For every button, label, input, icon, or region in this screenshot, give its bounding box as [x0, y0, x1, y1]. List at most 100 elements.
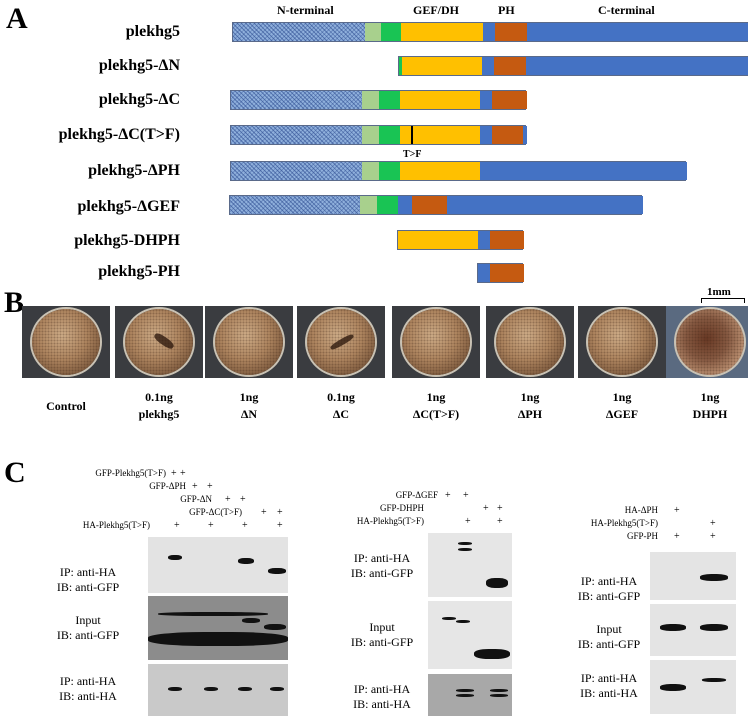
plus-sign: +	[465, 516, 471, 527]
embryo-label-control: Control	[22, 398, 110, 415]
embryo	[588, 309, 656, 375]
embryo-image-control	[22, 306, 110, 378]
embryo-label-delta-gef: 1ng ΔGEF	[578, 389, 666, 423]
plus-sign: +	[208, 520, 214, 531]
ph-domain	[492, 126, 523, 144]
motif-green	[379, 126, 400, 144]
blot2-label-ip: IP: anti-HA IB: anti-GFP	[330, 551, 434, 581]
band	[270, 687, 284, 691]
embryo-image-delta-gef	[578, 306, 666, 378]
linker	[483, 23, 495, 41]
blot1-input-gfp	[148, 596, 288, 660]
scale-bar	[701, 298, 745, 303]
plus-sign: +	[497, 503, 503, 514]
embryo	[215, 309, 283, 375]
c-terminal-domain	[526, 57, 748, 75]
plus-sign: +	[483, 503, 489, 514]
blot-label-line2: IB: anti-GFP	[577, 589, 641, 603]
ph-domain	[412, 196, 447, 214]
embryo-label-line1: Control	[46, 399, 86, 413]
band	[474, 649, 510, 659]
embryo-label-delta-n: 1ng ΔN	[205, 389, 293, 423]
gef-dh-domain	[400, 91, 480, 109]
ph-domain	[494, 57, 526, 75]
band	[168, 687, 182, 691]
plus-sign: +	[180, 468, 186, 479]
blot2-label-ha: IP: anti-HA IB: anti-HA	[330, 682, 434, 712]
embryo-image-dhph	[666, 306, 748, 378]
construct-name-delta-c: plekhg5-ΔC	[98, 91, 180, 108]
embryo-label-line1: 1ng	[700, 390, 720, 404]
embryo-image-delta-c-tf	[392, 306, 480, 378]
treatment-label: HA-Plekhg5(T>F)	[356, 516, 424, 526]
embryo-label-line1: 0.1ng	[327, 390, 355, 404]
construct-name-ph: plekhg5-PH	[98, 263, 180, 280]
gef-dh-label: GEF/DH	[413, 3, 460, 17]
band	[204, 687, 218, 691]
plus-sign: +	[674, 531, 680, 542]
plus-sign: +	[463, 490, 469, 501]
treatment-label: GFP-ΔN	[180, 494, 212, 504]
treatment-label: GFP-Plekhg5(T>F)	[95, 468, 166, 478]
construct-bar-delta-n	[398, 56, 748, 76]
c-terminal-stub	[523, 126, 527, 144]
construct-name-plekhg5: plekhg5	[125, 23, 180, 40]
blot3-label-input: Input IB: anti-GFP	[572, 622, 646, 652]
linker	[480, 91, 492, 109]
blot3-label-ip: IP: anti-HA IB: anti-GFP	[572, 574, 646, 604]
band	[268, 568, 286, 574]
plus-sign: +	[445, 490, 451, 501]
panel-c-letter: C	[4, 456, 26, 489]
band	[456, 694, 474, 697]
embryo-label-delta-ph: 1ng ΔPH	[486, 389, 574, 423]
ph-domain	[492, 91, 527, 109]
gef-dh-domain	[400, 126, 480, 144]
band	[486, 578, 508, 588]
embryo-label-line1: 1ng	[239, 390, 259, 404]
embryo-image-delta-c	[297, 306, 385, 378]
construct-name-delta-gef: plekhg5-ΔGEF	[77, 198, 181, 215]
motif-green	[399, 57, 402, 75]
blot-label-line1: Input	[369, 620, 395, 634]
blot3-label-ha: IP: anti-HA IB: anti-HA	[572, 671, 646, 701]
blot-label-line1: IP: anti-HA	[580, 671, 638, 685]
embryo-label-plekhg5: 0.1ng plekhg5	[115, 389, 203, 423]
band	[148, 632, 288, 646]
motif-light-green	[362, 126, 379, 144]
motif-green	[381, 23, 401, 41]
treatment-label: GFP-ΔC(T>F)	[189, 507, 242, 517]
band	[456, 689, 474, 692]
treatment-label: GFP-ΔGEF	[395, 490, 438, 500]
embryo	[402, 309, 470, 375]
embryo-image-delta-ph	[486, 306, 574, 378]
motif-green	[377, 196, 398, 214]
motif-green	[379, 91, 400, 109]
blot3-input-gfp	[650, 604, 736, 656]
band	[660, 624, 686, 631]
plus-sign: +	[240, 494, 246, 505]
motif-light-green	[362, 91, 379, 109]
treatment-label: GFP-ΔPH	[149, 481, 186, 491]
plus-sign: +	[207, 481, 213, 492]
gef-dh-domain	[402, 57, 482, 75]
blot-label-line1: Input	[596, 622, 622, 636]
plus-sign: +	[225, 494, 231, 505]
embryo-label-line2: ΔC(T>F)	[412, 407, 460, 421]
scale-bar-label: 1mm	[707, 286, 731, 298]
construct-bar-delta-ph	[230, 161, 687, 181]
embryo	[496, 309, 564, 375]
blot-label-line2: IB: anti-HA	[353, 697, 411, 711]
plus-sign: +	[192, 481, 198, 492]
ph-domain	[490, 264, 524, 282]
blot2-ip-ha	[428, 674, 512, 716]
treatment-label: HA-Plekhg5(T>F)	[590, 518, 658, 528]
motif-light-green	[365, 23, 381, 41]
construct-name-delta-ph: plekhg5-ΔPH	[88, 162, 180, 179]
treatment-label: GFP-PH	[626, 531, 658, 541]
band	[158, 612, 268, 616]
blot-label-line1: IP: anti-HA	[59, 565, 117, 579]
embryo-label-delta-c: 0.1ng ΔC	[297, 389, 385, 423]
embryo-label-delta-c-tf: 1ng ΔC(T>F)	[392, 389, 480, 423]
blot-label-line2: IB: anti-GFP	[577, 637, 641, 651]
n-terminal-domain	[230, 196, 360, 214]
